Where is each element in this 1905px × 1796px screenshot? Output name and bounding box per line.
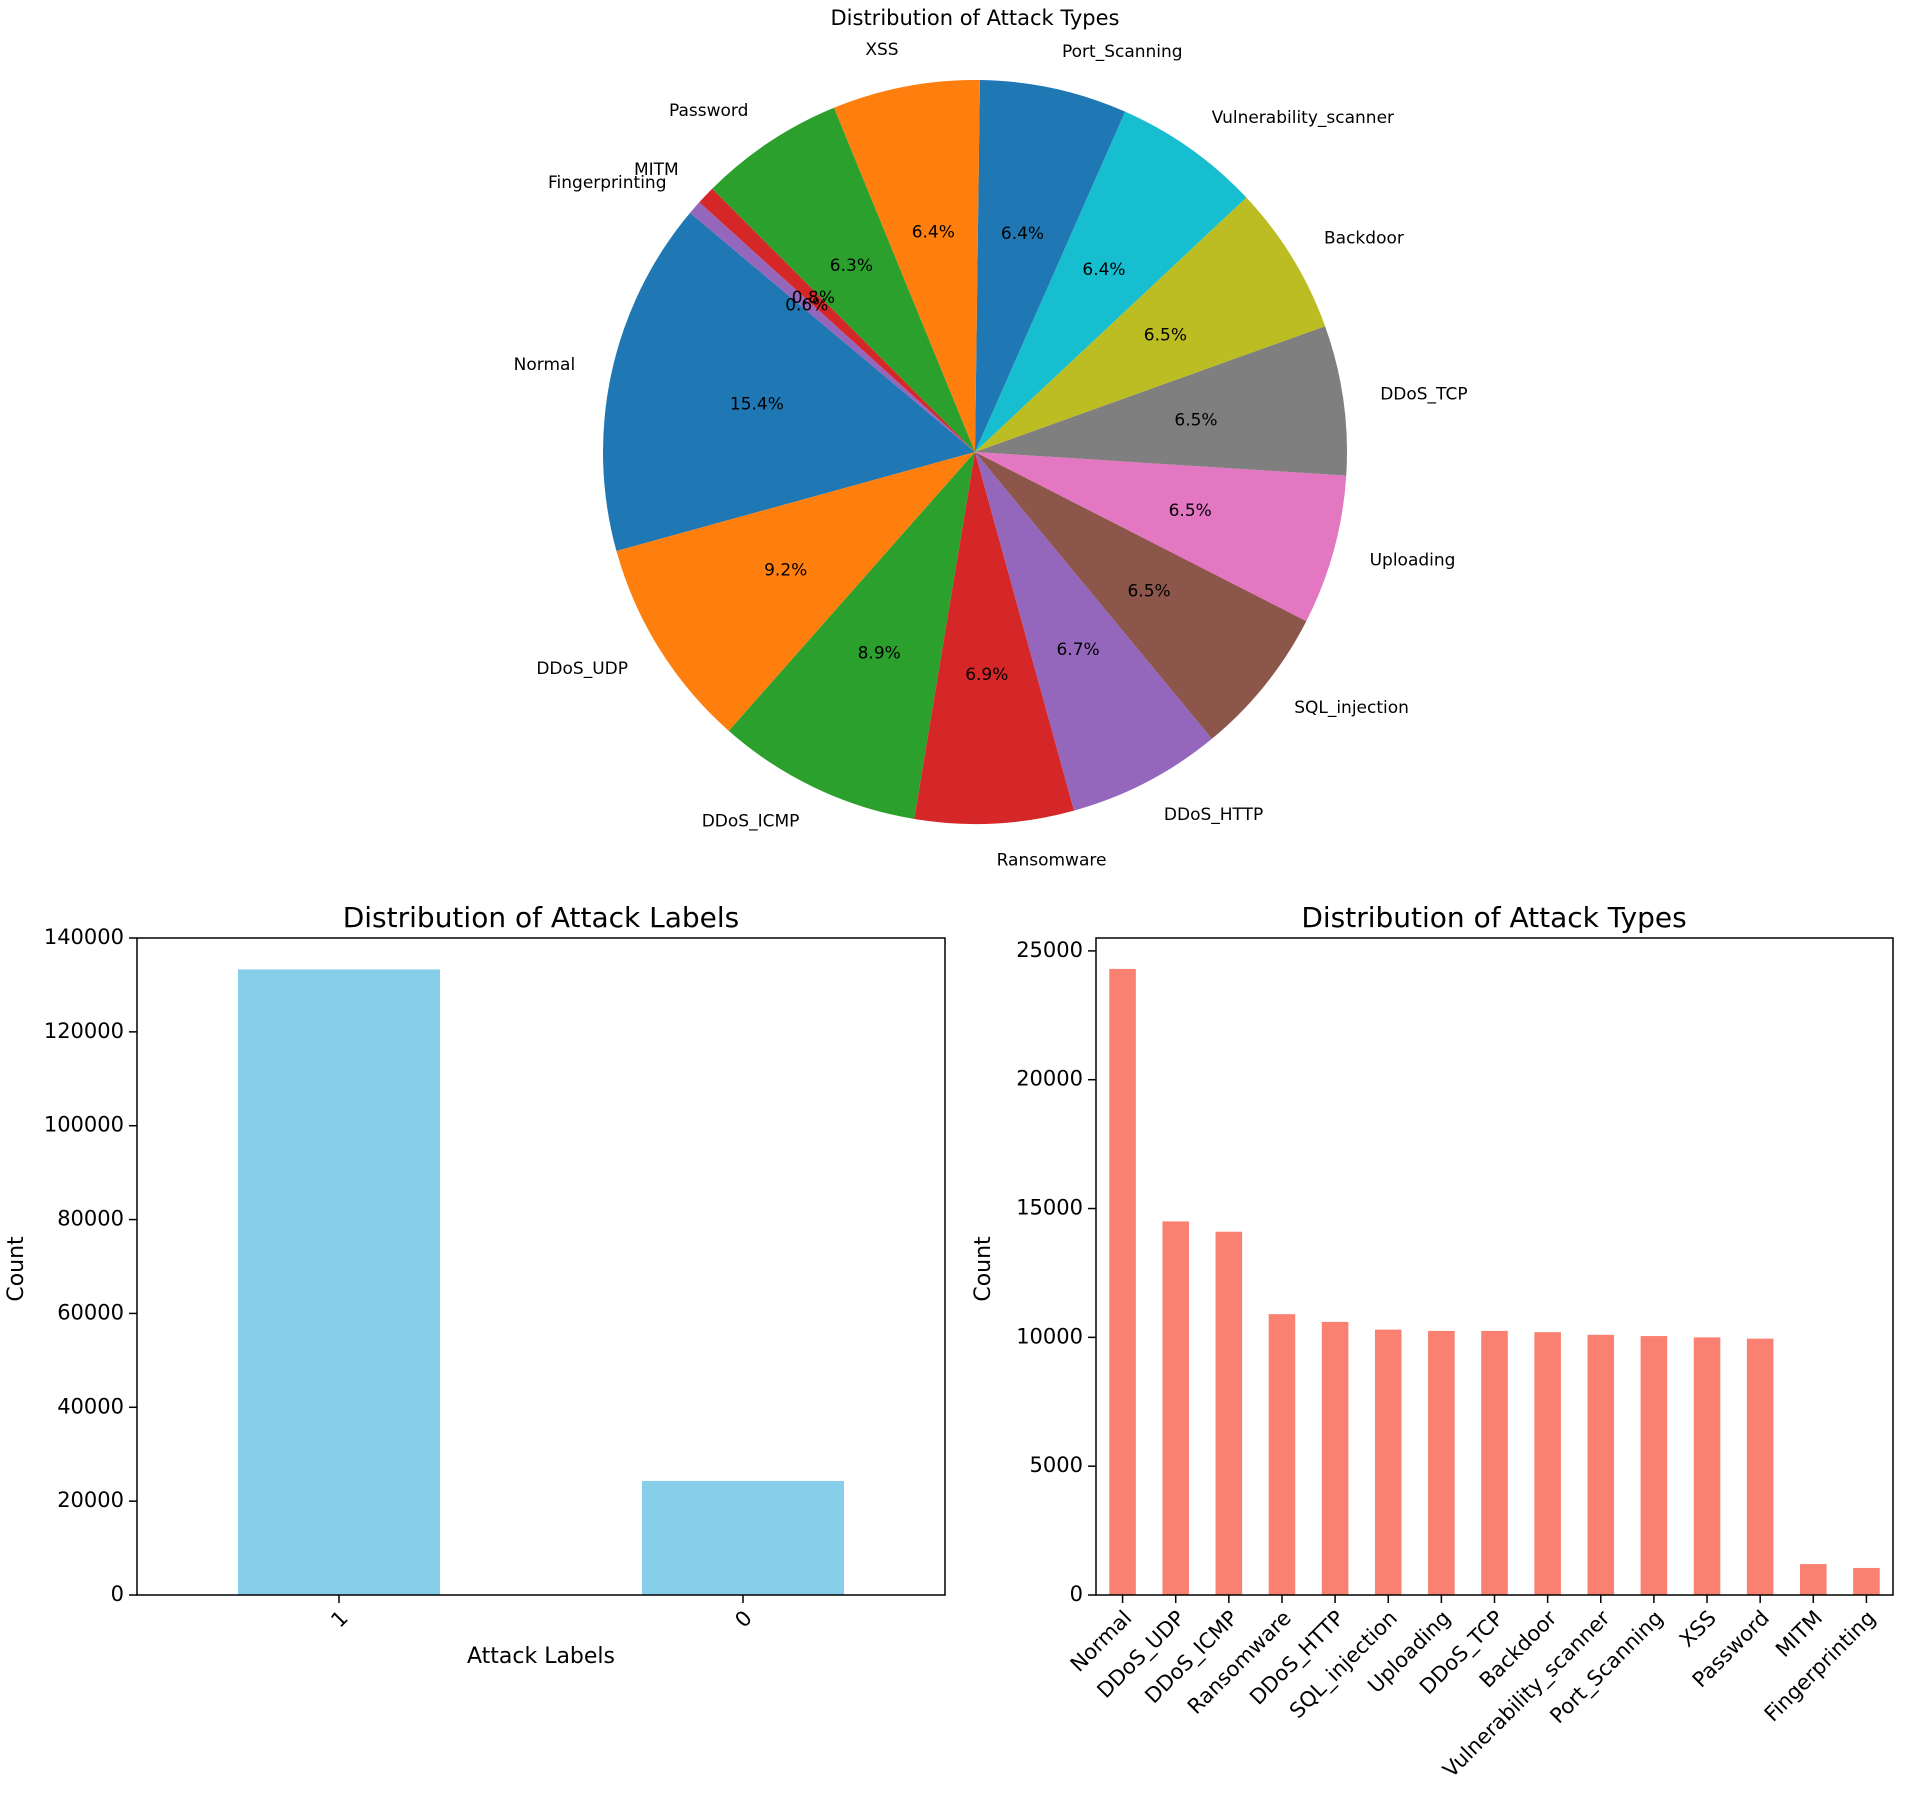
pie-percent-uploading: 6.5% (1169, 501, 1212, 521)
attack-types-bar-uploading (1428, 1330, 1455, 1595)
pie-texts: Normal 15.4% DDoS_UDP 9.2% DDoS_ICMP 8.9% Rans… (514, 40, 1468, 871)
pie-label-mitm: MITM (634, 160, 679, 180)
pie-label-normal: Normal (514, 355, 576, 375)
attack-types-y-tick-label: 10000 (1016, 1324, 1083, 1348)
pie-percent-ddos-udp: 9.2% (764, 560, 807, 580)
pie-label-xss: XSS (865, 40, 898, 60)
attack-labels-y-tick-label: 100000 (44, 1113, 124, 1137)
attack-types-bar-mitm (1800, 1564, 1827, 1595)
attack-labels-y-tick-label: 140000 (44, 925, 124, 949)
attack-labels-bar-chart: Distribution of Attack Labels Attack Lab… (4, 901, 946, 1669)
attack-types-y-tick-label: 25000 (1016, 938, 1083, 962)
pie-percent-fingerprinting: 0.6% (785, 295, 828, 315)
pie-chart: Distribution of Attack Types Normal 15.4%… (514, 6, 1468, 871)
pie-percent-xss: 6.4% (912, 223, 955, 243)
pie-percent-normal: 15.4% (730, 395, 784, 415)
attack-types-bar-backdoor (1534, 1332, 1561, 1595)
pie-slice-ddos-http (975, 452, 1212, 811)
pie-label-password: Password (669, 101, 748, 121)
pie-slice-ddos-tcp (975, 326, 1348, 476)
attack-labels-y-tick-label: 20000 (57, 1488, 124, 1512)
attack-labels-bar-1 (238, 969, 440, 1595)
attack-types-bar-sql-injection (1374, 1329, 1402, 1595)
attack-types-bar-password (1746, 1338, 1774, 1595)
pie-label-uploading: Uploading (1370, 550, 1456, 570)
attack-types-y-tick-label: 20000 (1016, 1067, 1083, 1091)
pie-slice-ddos-icmp (728, 452, 975, 819)
pie-percent-ddos-http: 6.7% (1056, 640, 1099, 660)
attack-types-bar-ddos-http (1321, 1321, 1349, 1595)
pie-slice-password (712, 107, 975, 453)
pie-label-ddos-http: DDoS_HTTP (1164, 805, 1263, 825)
attack-labels-axes-frame (136, 937, 946, 1596)
attack-types-bar-ddos-icmp (1215, 1231, 1243, 1595)
attack-types-y-tick-label: 0 (1070, 1582, 1083, 1606)
attack-types-y-tick-label: 5000 (1030, 1453, 1083, 1477)
attack-types-x-tick-label-xss: XSS (1675, 1606, 1721, 1652)
pie-percent-sql-injection: 6.5% (1127, 582, 1170, 602)
attack-types-bar-ddos-tcp (1481, 1330, 1508, 1595)
pie-slice-ransomware (914, 452, 1075, 824)
pie-slice-xss (833, 79, 980, 453)
attack-types-bar-port-scanning (1640, 1336, 1668, 1595)
pie-label-vulnerability-scanner: Vulnerability_scanner (1212, 108, 1394, 128)
pie-label-backdoor: Backdoor (1324, 228, 1404, 248)
pie-percent-ddos-icmp: 8.9% (858, 644, 901, 664)
pie-label-port-scanning: Port_Scanning (1062, 42, 1183, 62)
pie-slice-vulnerability-scanner (975, 111, 1247, 452)
pie-percent-port-scanning: 6.4% (1001, 224, 1044, 244)
attack-labels-x-tick-label-0: 0 (730, 1606, 756, 1632)
pie-label-fingerprinting: Fingerprinting (548, 173, 667, 193)
pie-label-ddos-tcp: DDoS_TCP (1380, 385, 1467, 405)
pie-slice-normal (603, 212, 975, 552)
attack-labels-y-tick-label: 0 (111, 1582, 124, 1606)
attack-labels-x-axis-label: Attack Labels (467, 1644, 615, 1669)
attack-labels-y-tick-label: 120000 (44, 1019, 124, 1043)
attack-labels-y-tick-label: 80000 (57, 1207, 124, 1231)
attack-types-chart-title: Distribution of Attack Types (1301, 901, 1686, 934)
attack-labels-y-tick-label: 40000 (57, 1394, 124, 1418)
pie-slice-fingerprinting (690, 202, 975, 452)
attack-labels-chart-title: Distribution of Attack Labels (343, 901, 740, 934)
pie-slice-sql-injection (975, 452, 1307, 739)
pie-slice-port-scanning (975, 80, 1126, 452)
pie-label-ddos-udp: DDoS_UDP (536, 659, 628, 679)
pie-label-ddos-icmp: DDoS_ICMP (702, 812, 800, 832)
attack-labels-x-tick-label-1: 1 (326, 1606, 352, 1632)
attack-types-bar-xss (1693, 1337, 1721, 1595)
pie-percent-ransomware: 6.9% (965, 665, 1008, 685)
pie-percent-vulnerability-scanner: 6.4% (1082, 260, 1125, 280)
pie-chart-title: Distribution of Attack Types (831, 6, 1120, 30)
pie-slices (603, 79, 1348, 824)
attack-types-bar-vulnerability-scanner (1587, 1334, 1615, 1595)
pie-slice-mitm (699, 188, 975, 452)
attack-types-bar-normal (1109, 968, 1136, 1595)
pie-slice-uploading (975, 452, 1347, 622)
attack-labels-y-axis-label: Count (4, 1236, 29, 1302)
attack-labels-y-tick-label: 60000 (57, 1300, 124, 1324)
pie-label-sql-injection: SQL_injection (1294, 698, 1409, 718)
attack-types-bar-fingerprinting (1853, 1567, 1880, 1595)
attack-types-bar-ddos-udp (1162, 1221, 1189, 1595)
pie-percent-ddos-tcp: 6.5% (1174, 411, 1217, 431)
attack-types-y-axis-label: Count (971, 1236, 996, 1302)
attack-labels-bar-0 (642, 1480, 844, 1595)
attack-types-bar-ransomware (1268, 1314, 1296, 1595)
pie-slice-backdoor (975, 197, 1326, 452)
pie-label-ransomware: Ransomware (997, 851, 1107, 871)
attack-types-y-tick-label: 15000 (1016, 1196, 1083, 1220)
pie-slice-ddos-udp (616, 452, 975, 731)
pie-percent-password: 6.3% (830, 256, 873, 276)
pie-percent-backdoor: 6.5% (1144, 326, 1187, 346)
attack-types-bar-chart: Distribution of Attack Types Count 0 5000… (971, 901, 1894, 1783)
attack-types-axes-frame (1095, 937, 1894, 1596)
pie-percent-mitm: 0.8% (792, 288, 835, 308)
